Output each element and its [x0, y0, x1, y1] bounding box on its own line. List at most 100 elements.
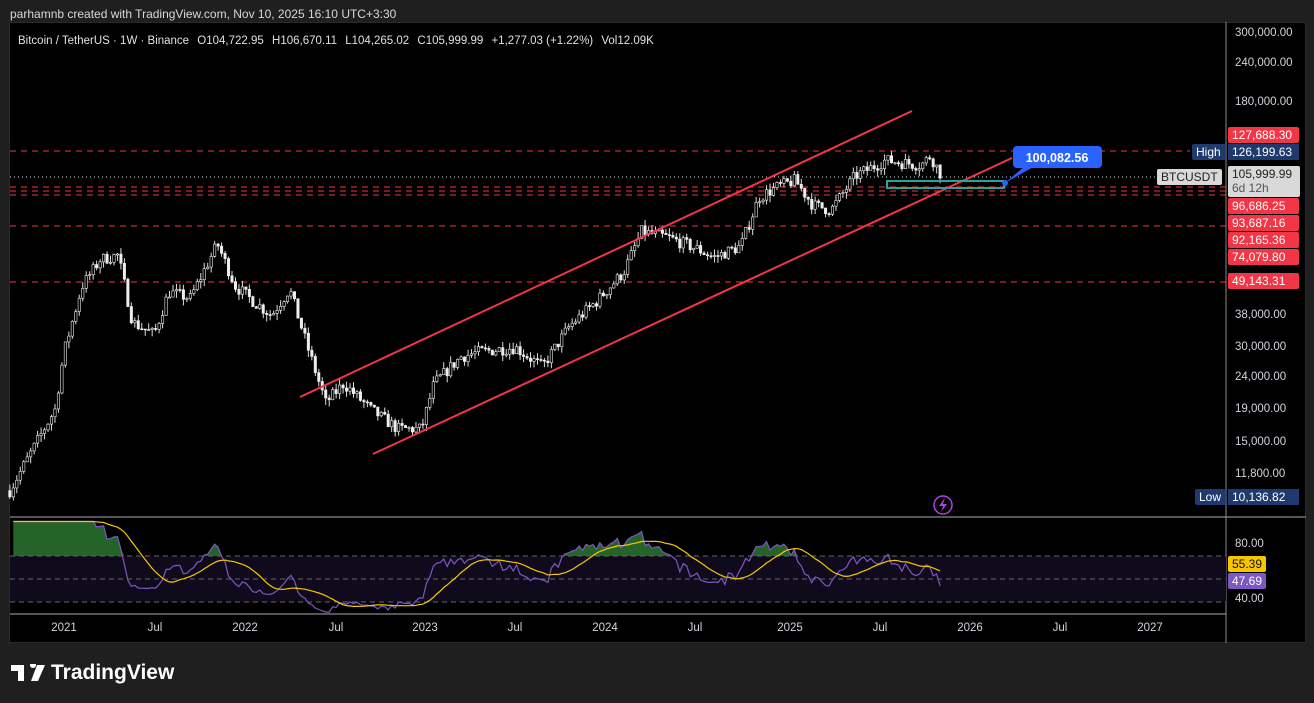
candle-body — [806, 196, 810, 200]
candle-body — [931, 158, 935, 168]
candle-body — [508, 348, 512, 355]
channel-upper-line[interactable] — [299, 110, 913, 398]
candle-body — [303, 327, 307, 334]
chart-credit: parhamnb created with TradingView.com, N… — [10, 7, 397, 21]
price-tick: 15,000.00 — [1235, 436, 1287, 448]
candle-body — [910, 163, 914, 169]
candle-body — [706, 254, 710, 257]
candle-body — [154, 328, 158, 330]
candle-body — [518, 346, 522, 356]
chart-frame[interactable] — [9, 22, 1306, 643]
candle-body — [421, 423, 425, 426]
candle-body — [417, 423, 421, 428]
candle-body — [122, 263, 126, 280]
candle-body — [820, 202, 824, 209]
candle-body — [39, 433, 43, 436]
candle-body — [129, 306, 133, 324]
candle-body — [719, 252, 723, 257]
candle-body — [535, 358, 539, 360]
candle-body — [195, 281, 199, 291]
candle-body — [588, 305, 592, 307]
candle-body — [591, 303, 595, 307]
ohlc-close: C105,999.99 — [417, 35, 484, 47]
candle-body — [261, 304, 265, 314]
candle-body — [563, 327, 567, 335]
candle-body — [188, 293, 192, 299]
candle-body — [504, 353, 508, 356]
lightning-icon[interactable] — [939, 498, 947, 512]
price-callout[interactable] — [1013, 146, 1102, 168]
symbol-name[interactable]: Bitcoin / TetherUS · 1W · Binance — [18, 35, 190, 47]
candle-body — [185, 298, 189, 300]
candle-body — [834, 200, 838, 207]
candle-body — [466, 354, 470, 362]
candle-body — [53, 408, 57, 418]
candle-body — [369, 402, 373, 406]
candle-body — [487, 348, 491, 351]
candle-body — [22, 461, 26, 472]
candle-body — [140, 328, 144, 331]
candle-body — [438, 374, 442, 377]
candle-body — [230, 275, 234, 282]
candle-body — [456, 359, 460, 368]
candle-body — [765, 189, 769, 201]
channel-lower-line[interactable] — [372, 157, 1013, 455]
candle-body — [46, 423, 50, 431]
callout-pointer — [1005, 166, 1035, 183]
candle-body — [883, 159, 887, 169]
candle-body — [546, 360, 550, 364]
candle-body — [831, 205, 835, 215]
candle-body — [740, 238, 744, 246]
symbol-tag: BTCUSDT — [1157, 169, 1222, 185]
candle-body — [549, 349, 553, 364]
candle-body — [237, 289, 241, 295]
candle-body — [643, 225, 647, 236]
candle-body — [147, 329, 151, 331]
candle-body — [525, 356, 529, 359]
candle-body — [615, 274, 619, 285]
candle-body — [407, 427, 411, 429]
candle-body — [411, 427, 415, 433]
tradingview-logo-text: TradingView — [51, 661, 175, 684]
candle-body — [279, 306, 283, 311]
candle-body — [608, 287, 612, 295]
low-tag: Low — [1195, 489, 1226, 505]
candle-body — [497, 347, 501, 352]
callout-anchor[interactable] — [1002, 180, 1008, 186]
low-price-label: 10,136.82 — [1228, 489, 1299, 505]
candle-body — [365, 401, 369, 404]
candle-body — [671, 235, 675, 238]
candle-body — [268, 314, 272, 316]
time-tick: 2025 — [777, 622, 803, 634]
candle-body — [917, 168, 921, 171]
time-tick: Jul — [1052, 622, 1068, 634]
candle-body — [577, 314, 581, 323]
price-callout-text: 100,082.56 — [1026, 151, 1089, 165]
candle-body — [858, 170, 862, 179]
candle-body — [785, 178, 789, 182]
price-label-92165: 92,165.36 — [1228, 232, 1299, 248]
time-tick: Jul — [147, 622, 163, 634]
price-tick: 24,000.00 — [1235, 371, 1287, 383]
candle-body — [841, 192, 845, 194]
candle-body — [60, 364, 64, 394]
candle-body — [688, 239, 692, 251]
candle-body — [334, 389, 338, 394]
candle-body — [730, 246, 734, 249]
tradingview-logo[interactable]: TradingView — [11, 661, 174, 685]
candle-body — [362, 400, 366, 403]
price-label-96686: 96,686.25 — [1228, 198, 1299, 214]
candle-body — [390, 420, 394, 428]
candle-body — [400, 423, 404, 426]
candle-body — [216, 243, 220, 247]
candle-body — [772, 187, 776, 196]
candle-body — [664, 233, 668, 235]
alert-circle[interactable] — [933, 495, 953, 515]
candle-body — [126, 278, 130, 307]
candle-body — [296, 298, 300, 319]
candle-body — [522, 354, 526, 357]
candle-body — [813, 200, 817, 210]
candle-body — [921, 162, 925, 170]
candle-body — [789, 180, 793, 187]
